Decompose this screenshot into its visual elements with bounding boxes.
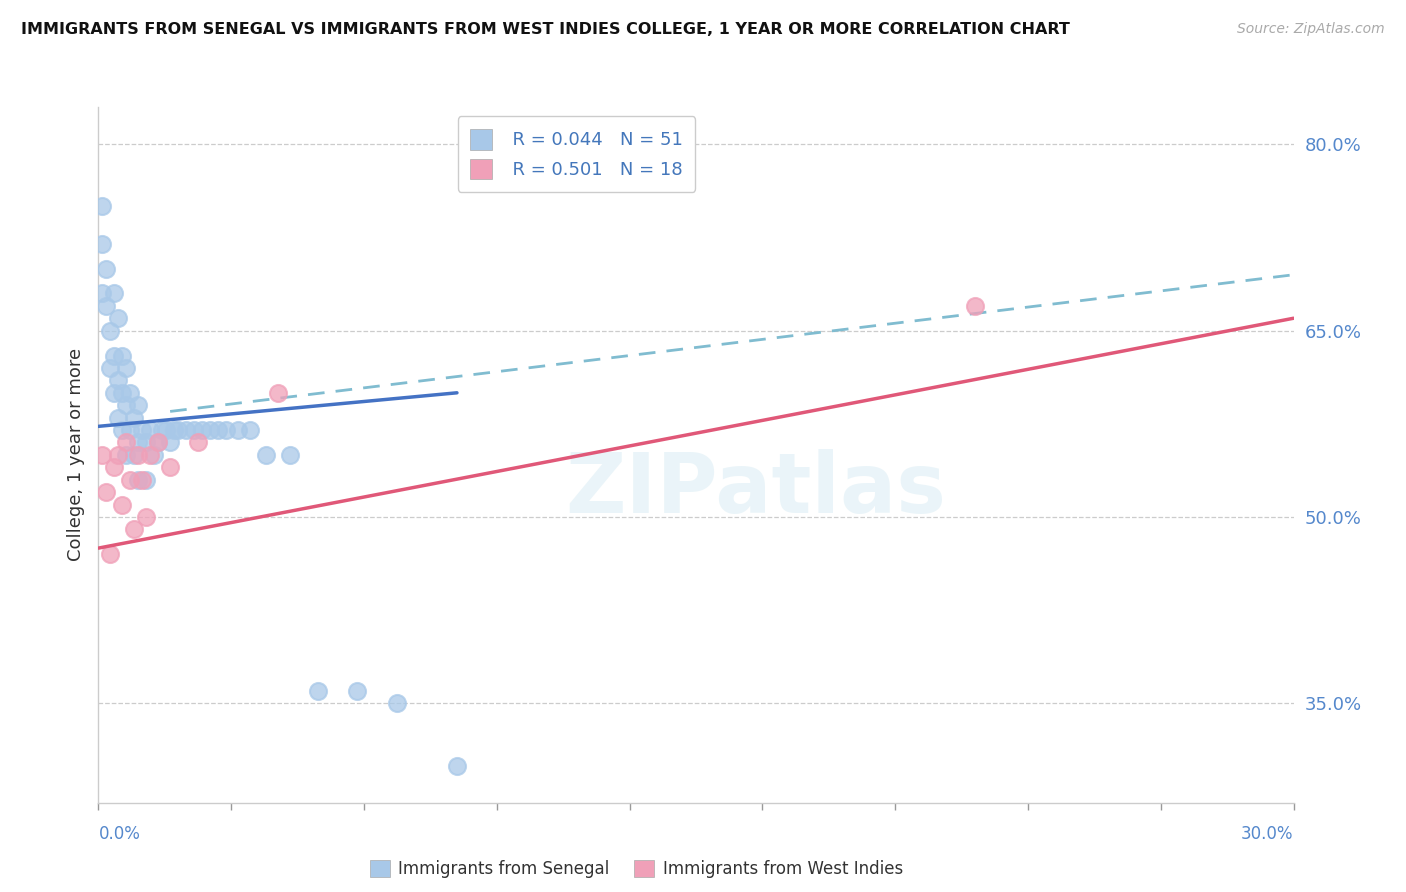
Point [278,448,301,462]
Point [963,299,986,313]
Point [96,485,118,500]
Point [98,324,122,338]
Point [215,423,238,437]
Point [124,410,146,425]
Point [159,460,181,475]
Text: Source: ZipAtlas.com: Source: ZipAtlas.com [1237,22,1385,37]
Point [167,423,190,437]
Point [115,361,138,376]
Point [143,448,166,462]
Point [207,423,229,437]
Point [107,311,129,326]
Point [127,398,149,412]
Point [120,385,142,400]
Point [107,373,129,387]
Point [91,236,114,251]
Point [131,423,153,437]
Point [198,423,221,437]
Text: ZIPatlas: ZIPatlas [565,450,946,530]
Point [159,435,181,450]
Point [120,423,142,437]
Point [124,448,146,462]
Point [115,448,138,462]
Point [96,299,118,313]
Point [111,498,134,512]
Point [307,684,329,698]
Text: IMMIGRANTS FROM SENEGAL VS IMMIGRANTS FROM WEST INDIES COLLEGE, 1 YEAR OR MORE C: IMMIGRANTS FROM SENEGAL VS IMMIGRANTS FR… [21,22,1070,37]
Point [254,448,277,462]
Point [111,349,134,363]
Point [91,199,114,213]
Point [267,385,290,400]
Point [120,473,142,487]
Point [174,423,197,437]
Point [139,448,162,462]
Point [98,547,122,561]
Point [107,410,129,425]
Y-axis label: College, 1 year or more: College, 1 year or more [66,349,84,561]
Point [111,423,134,437]
Legend: Immigrants from Senegal, Immigrants from West Indies: Immigrants from Senegal, Immigrants from… [363,854,910,885]
Point [191,423,214,437]
Point [150,423,173,437]
Point [96,261,118,276]
Point [135,435,157,450]
Point [103,286,125,301]
Point [98,361,122,376]
Point [187,435,209,450]
Point [135,473,157,487]
Point [139,423,162,437]
Text: 30.0%: 30.0% [1241,825,1294,843]
Point [148,435,170,450]
Point [103,385,125,400]
Point [148,435,170,450]
Point [163,423,186,437]
Point [103,460,125,475]
Text: 0.0%: 0.0% [98,825,141,843]
Point [131,473,153,487]
Point [111,385,134,400]
Point [124,523,146,537]
Point [115,398,138,412]
Point [91,286,114,301]
Point [385,697,409,711]
Point [155,423,177,437]
Point [127,435,149,450]
Point [127,473,149,487]
Point [446,758,468,772]
Point [103,349,125,363]
Point [115,435,138,450]
Point [91,448,114,462]
Point [107,448,129,462]
Point [346,684,368,698]
Point [239,423,262,437]
Point [127,448,149,462]
Point [135,510,157,524]
Point [226,423,249,437]
Point [183,423,205,437]
